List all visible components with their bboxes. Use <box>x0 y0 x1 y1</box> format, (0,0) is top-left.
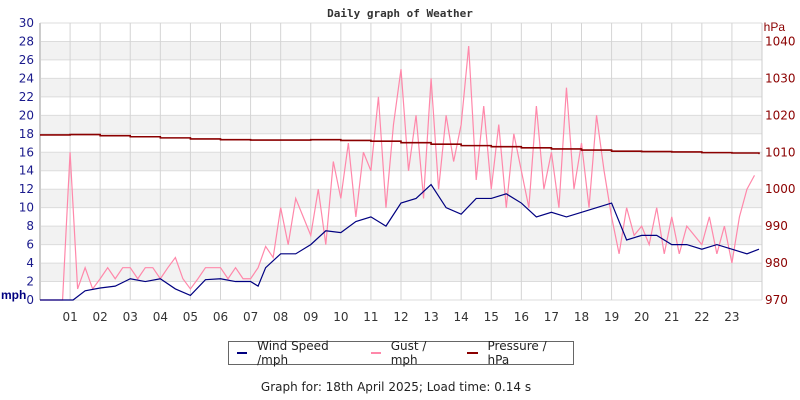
legend-label-wind: Wind Speed /mph <box>257 339 329 367</box>
x-tick-label: 05 <box>183 310 198 324</box>
x-tick-label: 21 <box>664 310 679 324</box>
x-tick-label: 09 <box>303 310 318 324</box>
right-tick-label: 1000 <box>765 182 796 196</box>
left-tick-label: 8 <box>26 219 34 233</box>
left-tick-label: 18 <box>19 127 34 141</box>
x-tick-label: 04 <box>153 310 168 324</box>
left-tick-label: 26 <box>19 53 34 67</box>
left-tick-label: 2 <box>26 275 34 289</box>
left-tick-label: 16 <box>19 145 34 159</box>
left-tick-label: 14 <box>19 164 34 178</box>
x-tick-label: 23 <box>724 310 739 324</box>
right-tick-label: 970 <box>765 293 788 307</box>
x-tick-label: 10 <box>333 310 348 324</box>
x-tick-label: 07 <box>243 310 258 324</box>
chart-title: Daily graph of Weather <box>327 7 473 20</box>
x-tick-label: 19 <box>604 310 619 324</box>
left-tick-label: 24 <box>19 71 34 85</box>
left-tick-label: 4 <box>26 256 34 270</box>
left-axis-label: mph <box>1 288 26 302</box>
legend-item-pressure: Pressure / hPa <box>467 339 565 367</box>
x-tick-label: 01 <box>62 310 77 324</box>
x-tick-label: 02 <box>93 310 108 324</box>
left-tick-label: 10 <box>19 201 34 215</box>
x-tick-label: 18 <box>574 310 589 324</box>
legend-item-wind: Wind Speed /mph <box>237 339 355 367</box>
legend-label-gust: Gust / mph <box>390 339 427 367</box>
x-tick-label: 03 <box>123 310 138 324</box>
right-axis-label: hPa <box>764 20 786 34</box>
x-tick-label: 08 <box>273 310 288 324</box>
legend-label-pressure: Pressure / hPa <box>487 339 547 367</box>
legend-swatch-pressure <box>467 352 478 354</box>
x-tick-label: 20 <box>634 310 649 324</box>
legend: Wind Speed /mph Gust / mph Pressure / hP… <box>228 339 574 367</box>
x-tick-label: 13 <box>423 310 438 324</box>
right-tick-label: 1040 <box>765 34 796 48</box>
x-tick-label: 14 <box>454 310 469 324</box>
right-tick-label: 1030 <box>765 71 796 85</box>
left-tick-label: 20 <box>19 108 34 122</box>
x-tick-label: 12 <box>393 310 408 324</box>
left-tick-label: 28 <box>19 34 34 48</box>
right-tick-label: 1020 <box>765 108 796 122</box>
right-tick-label: 980 <box>765 256 788 270</box>
left-tick-label: 30 <box>19 16 34 30</box>
x-tick-label: 16 <box>514 310 529 324</box>
x-tick-label: 15 <box>484 310 499 324</box>
series-line-pressure <box>40 133 760 155</box>
legend-swatch-gust <box>370 352 381 354</box>
x-tick-label: 11 <box>363 310 378 324</box>
legend-item-gust: Gust / mph <box>370 339 452 367</box>
footer-text: Graph for: 18th April 2025; Load time: 0… <box>260 380 532 394</box>
x-tick-label: 22 <box>694 310 709 324</box>
series-line-gust <box>40 46 756 301</box>
right-tick-label: 1010 <box>765 145 796 159</box>
right-tick-label: 990 <box>765 219 788 233</box>
left-tick-label: 12 <box>19 182 34 196</box>
left-tick-label: 22 <box>19 90 34 104</box>
x-tick-label: 17 <box>544 310 559 324</box>
left-tick-label: 0 <box>26 293 34 307</box>
legend-swatch-wind <box>237 352 248 354</box>
left-tick-label: 6 <box>26 238 34 252</box>
x-tick-label: 06 <box>213 310 228 324</box>
